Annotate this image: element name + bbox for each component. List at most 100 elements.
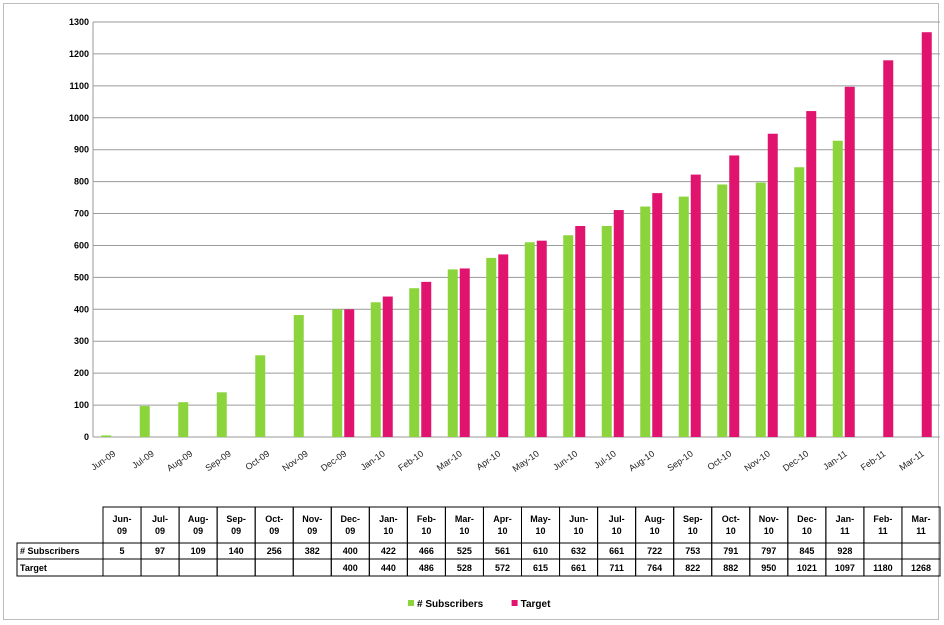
x-tick-label: Oct-10 — [706, 448, 734, 472]
table-header-cell — [444, 506, 484, 544]
subscribers-bar — [601, 225, 612, 437]
subscribers-bar — [832, 140, 843, 437]
table-header-label: 09 — [231, 526, 241, 536]
table-cell-value: 661 — [609, 546, 624, 556]
table-cell-value: 256 — [267, 546, 282, 556]
table-header-cell — [292, 506, 332, 544]
table-header-label: Dec- — [797, 514, 817, 524]
target-bar — [459, 268, 470, 437]
target-bar — [575, 225, 586, 437]
table-cell-value: 1097 — [835, 563, 855, 573]
subscribers-bar — [755, 182, 766, 437]
table-header-label: Oct- — [722, 514, 740, 524]
x-tick-label: Dec-09 — [319, 448, 349, 473]
x-tick-label: Dec-10 — [781, 448, 811, 473]
table-header-label: 10 — [497, 526, 507, 536]
x-tick-label: Mar-11 — [897, 448, 926, 472]
target-bar — [652, 193, 663, 437]
table-cell-value: 845 — [799, 546, 814, 556]
subscribers-bar — [524, 242, 535, 437]
x-tick-label: Nov-10 — [742, 448, 772, 473]
target-bar — [921, 32, 932, 437]
x-tick-label: Apr-10 — [475, 448, 503, 472]
x-tick-label: Oct-09 — [244, 448, 272, 472]
table-header-label: 11 — [916, 526, 926, 536]
table-cell-value: 764 — [647, 563, 662, 573]
target-bar — [767, 133, 778, 437]
table-cell-value: 382 — [305, 546, 320, 556]
table-header-cell — [178, 506, 218, 544]
table-header-cell — [825, 506, 865, 544]
table-header-cell — [597, 506, 637, 544]
table-cell-value: 661 — [571, 563, 586, 573]
target-bar — [613, 210, 624, 437]
table-cell-value: 572 — [495, 563, 510, 573]
x-tick-label: Nov-09 — [280, 448, 310, 473]
table-cell-value: 822 — [685, 563, 700, 573]
table-cell-value: 711 — [609, 563, 624, 573]
table-header-label: Apr- — [493, 514, 512, 524]
table-header-cell — [406, 506, 446, 544]
table-cell-value: 109 — [191, 546, 206, 556]
table-header-label: 09 — [155, 526, 165, 536]
table-header-label: 10 — [802, 526, 812, 536]
subscribers-bar — [139, 406, 150, 437]
target-bar — [883, 60, 894, 438]
table-header-label: 11 — [840, 526, 850, 536]
table-row-label: Target — [20, 563, 47, 573]
table-header-label: Nov- — [302, 514, 322, 524]
table-header-cell — [521, 506, 561, 544]
subscribers-bar — [563, 235, 574, 437]
table-header-label: Jul- — [152, 514, 168, 524]
target-bar — [690, 174, 701, 438]
table-header-label: 10 — [726, 526, 736, 536]
table-header-label: 10 — [459, 526, 469, 536]
table-header-label: 10 — [612, 526, 622, 536]
table-header-label: Jan- — [836, 514, 855, 524]
y-tick-label: 100 — [74, 400, 89, 410]
table-header-label: 10 — [536, 526, 546, 536]
table-cell-value: 1021 — [797, 563, 817, 573]
target-bar — [536, 240, 547, 437]
x-tick-label: Jul-09 — [130, 448, 156, 470]
table-cell-value: 5 — [120, 546, 125, 556]
subscribers-bar — [255, 355, 266, 437]
table-header-label: 10 — [421, 526, 431, 536]
table-header-label: May- — [530, 514, 551, 524]
subscribers-bar — [293, 315, 304, 437]
table-cell — [901, 542, 941, 560]
target-bar — [844, 86, 855, 438]
subscribers-bar — [486, 257, 497, 437]
table-header-label: 09 — [307, 526, 317, 536]
table-header-label: Jun- — [569, 514, 588, 524]
table-header-label: 09 — [345, 526, 355, 536]
table-cell — [254, 558, 294, 577]
y-tick-label: 1100 — [69, 81, 89, 91]
table-cell — [216, 558, 256, 577]
table-header-label: Jul- — [609, 514, 625, 524]
table-cell-value: 722 — [647, 546, 662, 556]
table-header-label: Sep- — [683, 514, 703, 524]
table-cell-value: 400 — [343, 563, 358, 573]
subscribers-bar — [794, 167, 805, 437]
table-cell-value: 440 — [381, 563, 396, 573]
x-tick-label: Jan-11 — [821, 448, 849, 472]
table-cell — [140, 558, 180, 577]
subscribers-bar — [332, 309, 343, 437]
table-header-label: 09 — [117, 526, 127, 536]
table-cell — [901, 558, 941, 577]
table-header-label: 10 — [574, 526, 584, 536]
x-tick-label: Sep-10 — [665, 448, 695, 473]
x-tick-label: Feb-11 — [859, 448, 888, 472]
legend-label-subscribers: # Subscribers — [417, 599, 484, 610]
table-cell-value: 466 — [419, 546, 434, 556]
table-header-label: Feb- — [417, 514, 436, 524]
x-tick-label: Jun-10 — [551, 448, 579, 472]
x-tick-label: Mar-10 — [435, 448, 464, 473]
legend-swatch-subscribers — [408, 600, 414, 606]
y-tick-label: 500 — [74, 272, 89, 282]
subscribers-bar — [370, 302, 381, 437]
table-cell-value: 400 — [343, 546, 358, 556]
table-header-cell — [102, 506, 142, 544]
